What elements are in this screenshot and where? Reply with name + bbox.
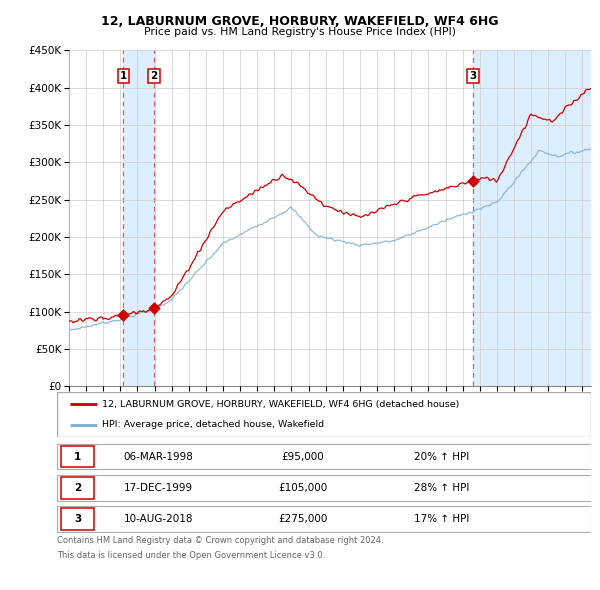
Text: 12, LABURNUM GROVE, HORBURY, WAKEFIELD, WF4 6HG: 12, LABURNUM GROVE, HORBURY, WAKEFIELD, …: [101, 15, 499, 28]
Bar: [473, 50, 591, 386]
Point: [149, 303, 158, 313]
Text: Price paid vs. HM Land Registry's House Price Index (HPI): Price paid vs. HM Land Registry's House …: [144, 27, 456, 37]
FancyBboxPatch shape: [57, 475, 591, 501]
FancyBboxPatch shape: [61, 509, 94, 530]
Point: [468, 176, 478, 186]
Text: 2: 2: [74, 483, 82, 493]
Text: 20% ↑ HPI: 20% ↑ HPI: [414, 452, 469, 461]
Point: [119, 311, 128, 320]
FancyBboxPatch shape: [61, 477, 94, 499]
Text: 1: 1: [74, 452, 82, 461]
Text: 1: 1: [120, 71, 127, 81]
Text: 17-DEC-1999: 17-DEC-1999: [124, 483, 193, 493]
Text: £275,000: £275,000: [278, 514, 328, 524]
Text: 06-MAR-1998: 06-MAR-1998: [124, 452, 193, 461]
Text: £105,000: £105,000: [278, 483, 327, 493]
Text: This data is licensed under the Open Government Licence v3.0.: This data is licensed under the Open Gov…: [57, 551, 325, 560]
Text: 12, LABURNUM GROVE, HORBURY, WAKEFIELD, WF4 6HG (detached house): 12, LABURNUM GROVE, HORBURY, WAKEFIELD, …: [103, 400, 460, 409]
Text: 17% ↑ HPI: 17% ↑ HPI: [414, 514, 469, 524]
Text: 10-AUG-2018: 10-AUG-2018: [124, 514, 193, 524]
Text: HPI: Average price, detached house, Wakefield: HPI: Average price, detached house, Wake…: [103, 420, 325, 429]
Text: 3: 3: [469, 71, 477, 81]
FancyBboxPatch shape: [57, 392, 591, 437]
Text: Contains HM Land Registry data © Crown copyright and database right 2024.: Contains HM Land Registry data © Crown c…: [57, 536, 383, 545]
Text: 2: 2: [150, 71, 158, 81]
Bar: [124, 50, 154, 386]
Text: £95,000: £95,000: [281, 452, 324, 461]
FancyBboxPatch shape: [57, 506, 591, 532]
Text: 3: 3: [74, 514, 82, 524]
FancyBboxPatch shape: [57, 444, 591, 470]
FancyBboxPatch shape: [61, 446, 94, 467]
Text: 28% ↑ HPI: 28% ↑ HPI: [414, 483, 469, 493]
